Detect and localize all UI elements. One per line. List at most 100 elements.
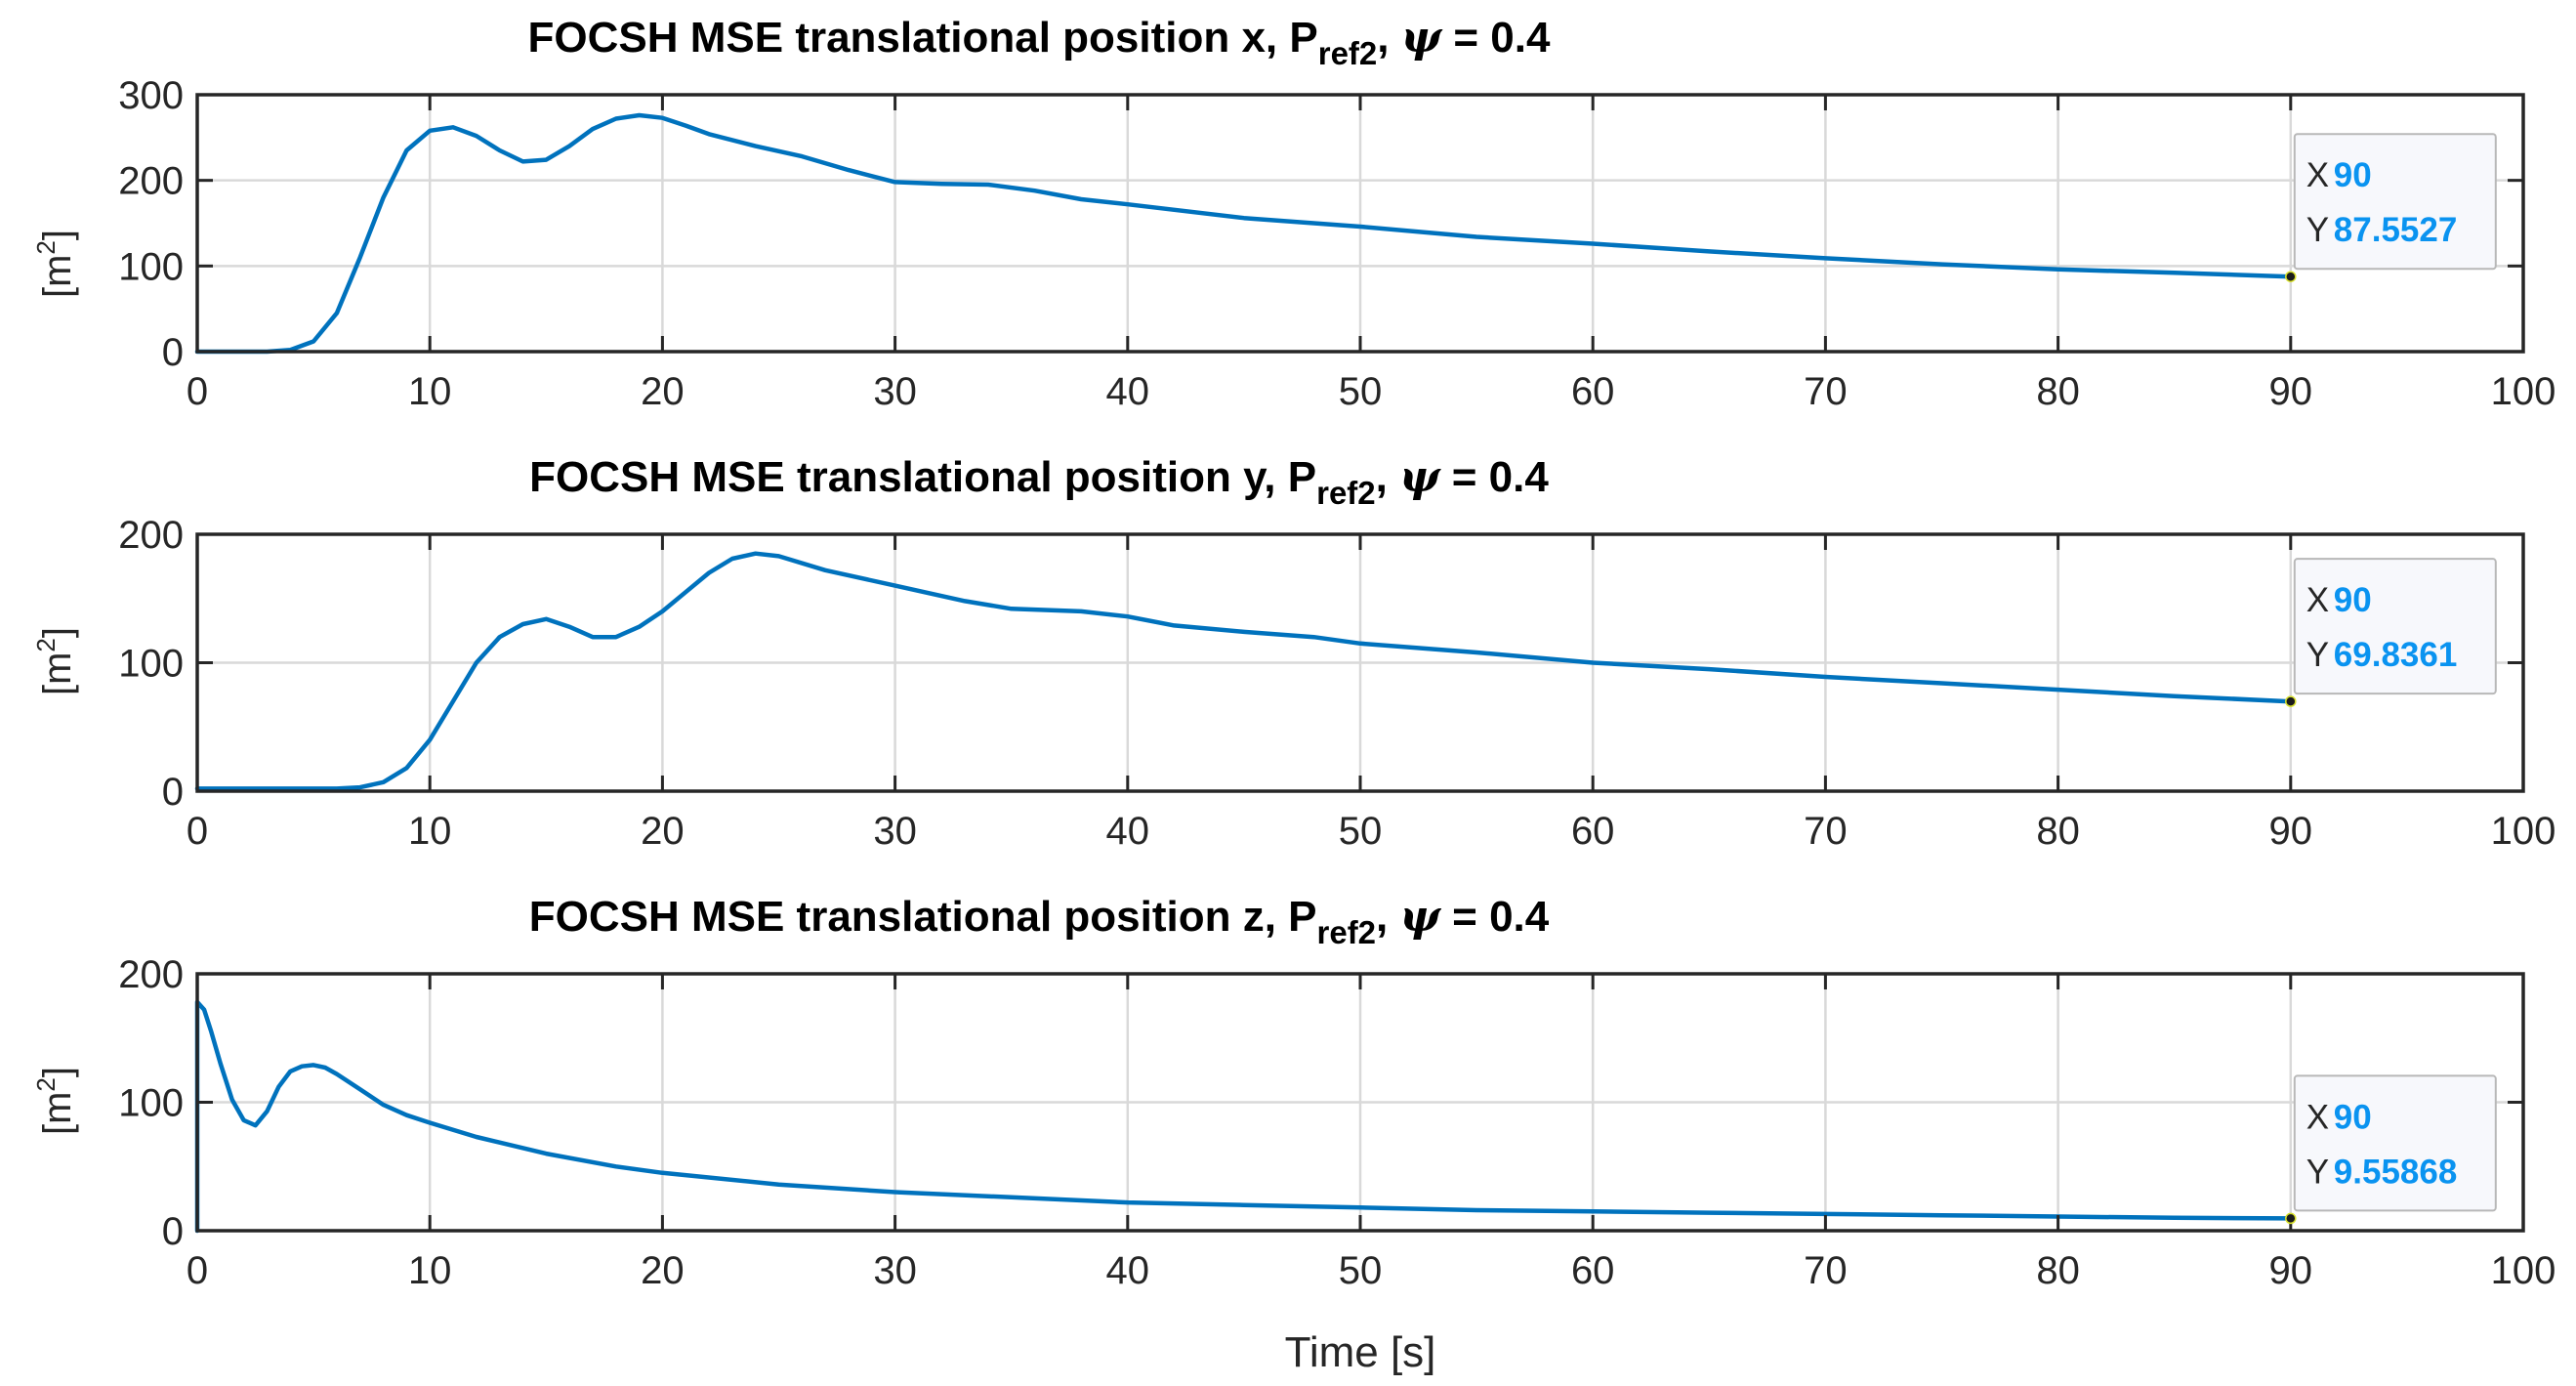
x-tick-label: 70 [1804, 1249, 1848, 1292]
x-tick-label: 40 [1106, 810, 1150, 853]
x-tick-label: 90 [2269, 810, 2313, 853]
x-tick-label: 80 [2036, 810, 2080, 853]
y-tick-label: 100 [118, 245, 184, 288]
subplot-x-title-psi: ψ [1401, 13, 1443, 63]
datatip-y-key: Y [2306, 636, 2329, 674]
x-tick-label: 50 [1339, 1249, 1383, 1292]
series-line [194, 112, 2294, 355]
y-tick-label: 0 [162, 331, 184, 374]
subplot-x-title-main: FOCSH MSE translational position x, P [528, 14, 1318, 62]
x-tick-label: 40 [1106, 370, 1150, 413]
x-tick-label: 0 [187, 1249, 208, 1292]
subplot-x-title-sub: ref2 [1318, 35, 1378, 71]
y-tick-label: 200 [118, 514, 184, 557]
y-tick-label: 100 [118, 643, 184, 686]
x-tick-label: 20 [641, 1249, 685, 1292]
datatip[interactable]: X 90Y 69.8361 [2293, 558, 2497, 695]
subplot-x-ylabel: [m2] [31, 230, 79, 298]
x-tick-label: 100 [2491, 1249, 2556, 1292]
datatip[interactable]: X 90Y 87.5527 [2293, 133, 2497, 271]
subplot-x-title-sep: , [1377, 14, 1400, 62]
x-tick-label: 80 [2036, 1249, 2080, 1292]
subplot-z: FOCSH MSE translational position z, Pref… [31, 892, 2555, 1376]
datatip-y-value: 69.8361 [2334, 636, 2458, 674]
subplot-y-title-main: FOCSH MSE translational position y, P [529, 453, 1316, 501]
subplot-z-title: FOCSH MSE translational position z, Pref… [529, 892, 1550, 950]
datatip-y-value: 9.55868 [2334, 1153, 2458, 1191]
y-tick-label: 0 [162, 771, 184, 814]
series-line [194, 999, 2294, 1234]
x-tick-label: 90 [2269, 370, 2313, 413]
subplot-x-title: FOCSH MSE translational position x, Pref… [528, 13, 1551, 71]
datatip-x-value: 90 [2334, 1098, 2372, 1136]
datatip-x-key: X [2306, 1098, 2329, 1136]
subplot-y-ylabel: [m2] [31, 627, 79, 695]
x-tick-label: 10 [408, 370, 452, 413]
subplot-x-ylabel-exp: 2 [31, 240, 61, 254]
subplot-y-title-sub: ref2 [1316, 475, 1376, 511]
x-tick-label: 100 [2491, 810, 2556, 853]
x-tick-label: 40 [1106, 1249, 1150, 1292]
datatip-box [2293, 558, 2497, 695]
subplot-x: FOCSH MSE translational position x, Pref… [31, 13, 2555, 413]
subplot-x-ylabel-close: ] [36, 230, 79, 240]
subplot-y-ylabel-base: [m [36, 652, 79, 695]
subplot-z-title-psi: ψ [1400, 892, 1442, 942]
subplot-z-title-sub: ref2 [1317, 914, 1377, 950]
subplot-z-title-tail: = 0.4 [1440, 893, 1550, 941]
datatip-x-value: 90 [2334, 156, 2372, 194]
x-axis-label: Time [s] [1285, 1328, 1436, 1376]
x-tick-label: 70 [1804, 370, 1848, 413]
subplot-y-title: FOCSH MSE translational position y, Pref… [529, 452, 1549, 511]
x-tick-label: 20 [641, 370, 685, 413]
x-tick-label: 60 [1571, 370, 1615, 413]
datatip-y-value: 87.5527 [2334, 211, 2458, 249]
x-tick-label: 80 [2036, 370, 2080, 413]
subplot-y-ylabel-close: ] [36, 627, 79, 638]
subplot-z-title-sep: , [1376, 893, 1399, 941]
datatip-marker[interactable] [2285, 695, 2297, 707]
datatip-x-value: 90 [2334, 581, 2372, 619]
x-tick-label: 20 [641, 810, 685, 853]
subplot-y-title-sep: , [1376, 453, 1399, 501]
subplot-y-title-psi: ψ [1399, 452, 1441, 502]
subplot-y-title-tail: = 0.4 [1440, 453, 1550, 501]
subplot-x-ylabel-base: [m [36, 255, 79, 298]
x-tick-label: 10 [408, 1249, 452, 1292]
x-tick-label: 90 [2269, 1249, 2313, 1292]
datatip-box [2293, 1074, 2497, 1212]
x-tick-label: 60 [1571, 1249, 1615, 1292]
x-tick-label: 100 [2491, 370, 2556, 413]
datatip-x-key: X [2306, 156, 2329, 194]
x-tick-label: 30 [873, 810, 917, 853]
y-tick-label: 0 [162, 1210, 184, 1253]
subplot-y-ylabel-exp: 2 [31, 638, 61, 651]
x-tick-label: 70 [1804, 810, 1848, 853]
subplot-x-title-tail: = 0.4 [1441, 14, 1551, 62]
x-tick-label: 30 [873, 370, 917, 413]
datatip-box [2293, 133, 2497, 271]
subplot-z-ylabel-base: [m [36, 1092, 79, 1135]
y-tick-label: 200 [118, 160, 184, 203]
x-tick-label: 10 [408, 810, 452, 853]
x-tick-label: 60 [1571, 810, 1615, 853]
datatip-y-key: Y [2306, 211, 2329, 249]
x-tick-label: 50 [1339, 370, 1383, 413]
x-tick-label: 30 [873, 1249, 917, 1292]
datatip-y-key: Y [2306, 1153, 2329, 1191]
y-tick-label: 200 [118, 953, 184, 996]
x-tick-label: 0 [187, 370, 208, 413]
x-tick-label: 50 [1339, 810, 1383, 853]
datatip-marker[interactable] [2285, 271, 2297, 282]
datatip-marker[interactable] [2285, 1212, 2297, 1225]
y-tick-label: 300 [118, 74, 184, 117]
y-tick-label: 100 [118, 1082, 184, 1125]
datatip[interactable]: X 90Y 9.55868 [2293, 1074, 2497, 1212]
subplot-z-ylabel: [m2] [31, 1067, 79, 1135]
subplot-y: FOCSH MSE translational position y, Pref… [31, 452, 2555, 853]
subplot-z-ylabel-exp: 2 [31, 1077, 61, 1091]
